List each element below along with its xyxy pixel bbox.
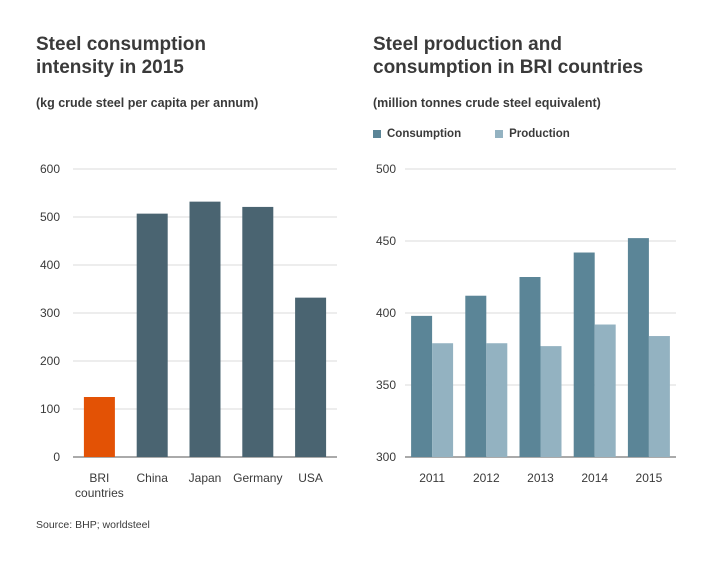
left-y-tick-label: 500 bbox=[40, 210, 60, 224]
left-x-tick-label: USA bbox=[298, 471, 323, 485]
right-bar-consumption bbox=[465, 295, 487, 457]
right-y-tick-label: 450 bbox=[376, 234, 396, 248]
right-bar-consumption bbox=[519, 277, 541, 457]
legend-label-consumption: Consumption bbox=[387, 128, 462, 140]
right-y-tick-label: 350 bbox=[376, 378, 396, 392]
left-y-tick-label: 0 bbox=[53, 450, 60, 464]
right-y-tick-label: 400 bbox=[376, 306, 396, 320]
left-bar bbox=[242, 206, 274, 457]
left-chart-title: Steel consumption intensity in 2015 bbox=[36, 34, 206, 78]
right-y-tick-label: 500 bbox=[376, 162, 396, 176]
right-chart-subtitle: (million tonnes crude steel equivalent) bbox=[373, 96, 601, 110]
right-y-tick-label: 300 bbox=[376, 450, 396, 464]
left-x-tick-label: Japan bbox=[189, 471, 222, 485]
left-x-tick-label: BRI countries bbox=[75, 471, 124, 500]
left-bar bbox=[83, 397, 115, 457]
right-x-tick-label: 2014 bbox=[581, 471, 608, 485]
left-bar bbox=[295, 297, 327, 457]
legend-swatch-production bbox=[495, 130, 504, 138]
source-note: Source: BHP; worldsteel bbox=[36, 519, 150, 531]
right-x-tick-label: 2011 bbox=[419, 471, 445, 485]
right-bar-production bbox=[486, 343, 508, 457]
legend-item-production: Production bbox=[495, 128, 570, 140]
legend-label-production: Production bbox=[509, 128, 570, 140]
right-x-tick-label: 2015 bbox=[636, 471, 663, 485]
right-x-tick-label: 2012 bbox=[473, 471, 500, 485]
right-bar-production bbox=[648, 336, 670, 457]
right-chart-title: Steel production and consumption in BRI … bbox=[373, 34, 644, 78]
left-y-tick-label: 600 bbox=[40, 162, 60, 176]
left-x-tick-label: Germany bbox=[233, 471, 282, 485]
left-y-tick-label: 100 bbox=[40, 402, 60, 416]
left-chart-subtitle: (kg crude steel per capita per annum) bbox=[36, 96, 259, 110]
left-bar bbox=[136, 213, 168, 457]
right-chart-legend: Consumption Production bbox=[373, 128, 570, 140]
left-y-tick-label: 300 bbox=[40, 306, 60, 320]
left-bar bbox=[189, 201, 221, 457]
legend-swatch-consumption bbox=[373, 130, 381, 138]
right-bar-consumption bbox=[411, 315, 433, 457]
right-bar-consumption bbox=[573, 252, 595, 457]
left-y-tick-label: 200 bbox=[40, 354, 60, 368]
right-bar-production bbox=[540, 346, 562, 457]
right-bar-production bbox=[432, 343, 454, 457]
left-x-tick-label: China bbox=[137, 471, 169, 485]
legend-item-consumption: Consumption bbox=[373, 128, 461, 140]
right-bar-production bbox=[594, 324, 616, 457]
left-y-tick-label: 400 bbox=[40, 258, 60, 272]
right-bar-consumption bbox=[627, 238, 649, 457]
right-x-tick-label: 2013 bbox=[527, 471, 554, 485]
